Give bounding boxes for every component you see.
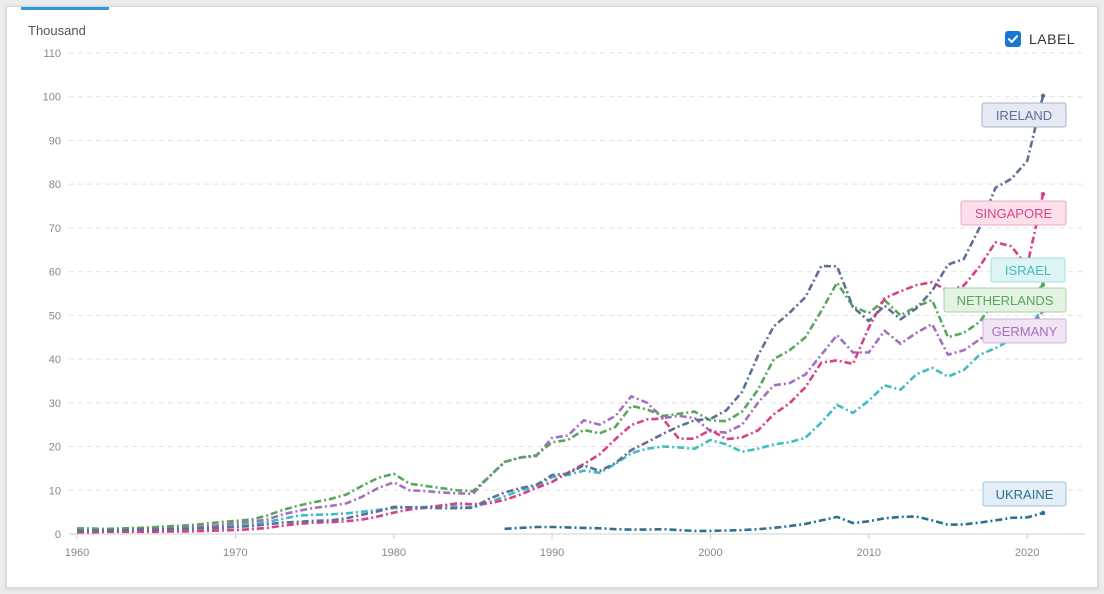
x-tick-label: 1970 bbox=[223, 547, 247, 559]
series-label-singapore: SINGAPORE bbox=[960, 200, 1067, 226]
series-line-ireland[interactable] bbox=[76, 95, 1045, 533]
series-end-point-singapore bbox=[1040, 192, 1046, 197]
series-labels: UKRAINE ISRAEL GERMANY NETHERLANDS SINGAPORE… bbox=[943, 102, 1067, 507]
y-tick-label: 110 bbox=[43, 48, 61, 60]
series-line-netherlands[interactable] bbox=[76, 281, 1044, 531]
line-chart: 0 10 20 30 40 50 60 70 80 90 100 110 1960 1970 1980 199… bbox=[43, 48, 1085, 559]
y-unit-label: Thousand bbox=[28, 23, 86, 38]
series-label-text: SINGAPORE bbox=[975, 206, 1053, 221]
series-line-ukraine[interactable] bbox=[504, 511, 1044, 533]
series-end-point-ukraine bbox=[1040, 510, 1046, 516]
y-tick-label: 80 bbox=[49, 179, 61, 191]
y-tick-label: 50 bbox=[49, 310, 61, 322]
checkmark-icon bbox=[1008, 35, 1018, 43]
y-tick-label: 70 bbox=[49, 223, 61, 235]
y-tick-label: 10 bbox=[49, 485, 61, 497]
y-tick-label: 60 bbox=[49, 267, 61, 279]
series-end-point-ireland bbox=[1040, 93, 1046, 99]
series-end-point-netherlands bbox=[1040, 282, 1046, 287]
series-label-ireland: IRELAND bbox=[981, 102, 1067, 128]
series-label-text: NETHERLANDS bbox=[957, 293, 1054, 308]
y-tick-label: 20 bbox=[49, 442, 61, 454]
x-tick-label: 2000 bbox=[698, 547, 722, 559]
grid-lines bbox=[69, 52, 1085, 491]
y-tick-label: 0 bbox=[55, 529, 61, 541]
y-tick-label: 30 bbox=[49, 398, 61, 410]
series-label-israel: ISRAEL bbox=[990, 257, 1066, 283]
axes: 0 10 20 30 40 50 60 70 80 90 100 110 1960 1970 1980 199… bbox=[43, 48, 1085, 559]
series-label-text: ISRAEL bbox=[1005, 263, 1051, 278]
series-line-germany[interactable] bbox=[76, 310, 1045, 531]
series-label-netherlands: NETHERLANDS bbox=[943, 287, 1067, 313]
x-tick-label: 2020 bbox=[1015, 547, 1039, 559]
series-label-ukraine: UKRAINE bbox=[982, 481, 1067, 507]
series-label-text: UKRAINE bbox=[996, 487, 1054, 502]
label-checkbox[interactable] bbox=[1005, 31, 1021, 47]
series-label-text: IRELAND bbox=[996, 108, 1052, 123]
series-label-germany: GERMANY bbox=[982, 318, 1067, 344]
label-toggle-text: LABEL bbox=[1029, 31, 1076, 47]
series-lines bbox=[76, 93, 1046, 534]
chart-card: Thousand LABEL 0 10 20 30 40 50 60 70 80 90 100 110… bbox=[6, 6, 1098, 588]
y-tick-label: 40 bbox=[49, 354, 61, 366]
x-tick-label: 2010 bbox=[857, 547, 881, 559]
series-line-singapore[interactable] bbox=[77, 193, 1045, 534]
label-toggle[interactable]: LABEL bbox=[1005, 29, 1075, 49]
x-tick-label: 1990 bbox=[540, 547, 564, 559]
y-tick-label: 90 bbox=[49, 135, 61, 147]
x-tick-label: 1960 bbox=[65, 547, 89, 559]
x-tick-label: 1980 bbox=[381, 547, 405, 559]
y-tick-label: 100 bbox=[43, 92, 61, 104]
tab-indicator bbox=[21, 7, 109, 10]
series-label-text: GERMANY bbox=[992, 324, 1058, 339]
series-line-israel[interactable] bbox=[77, 305, 1045, 531]
